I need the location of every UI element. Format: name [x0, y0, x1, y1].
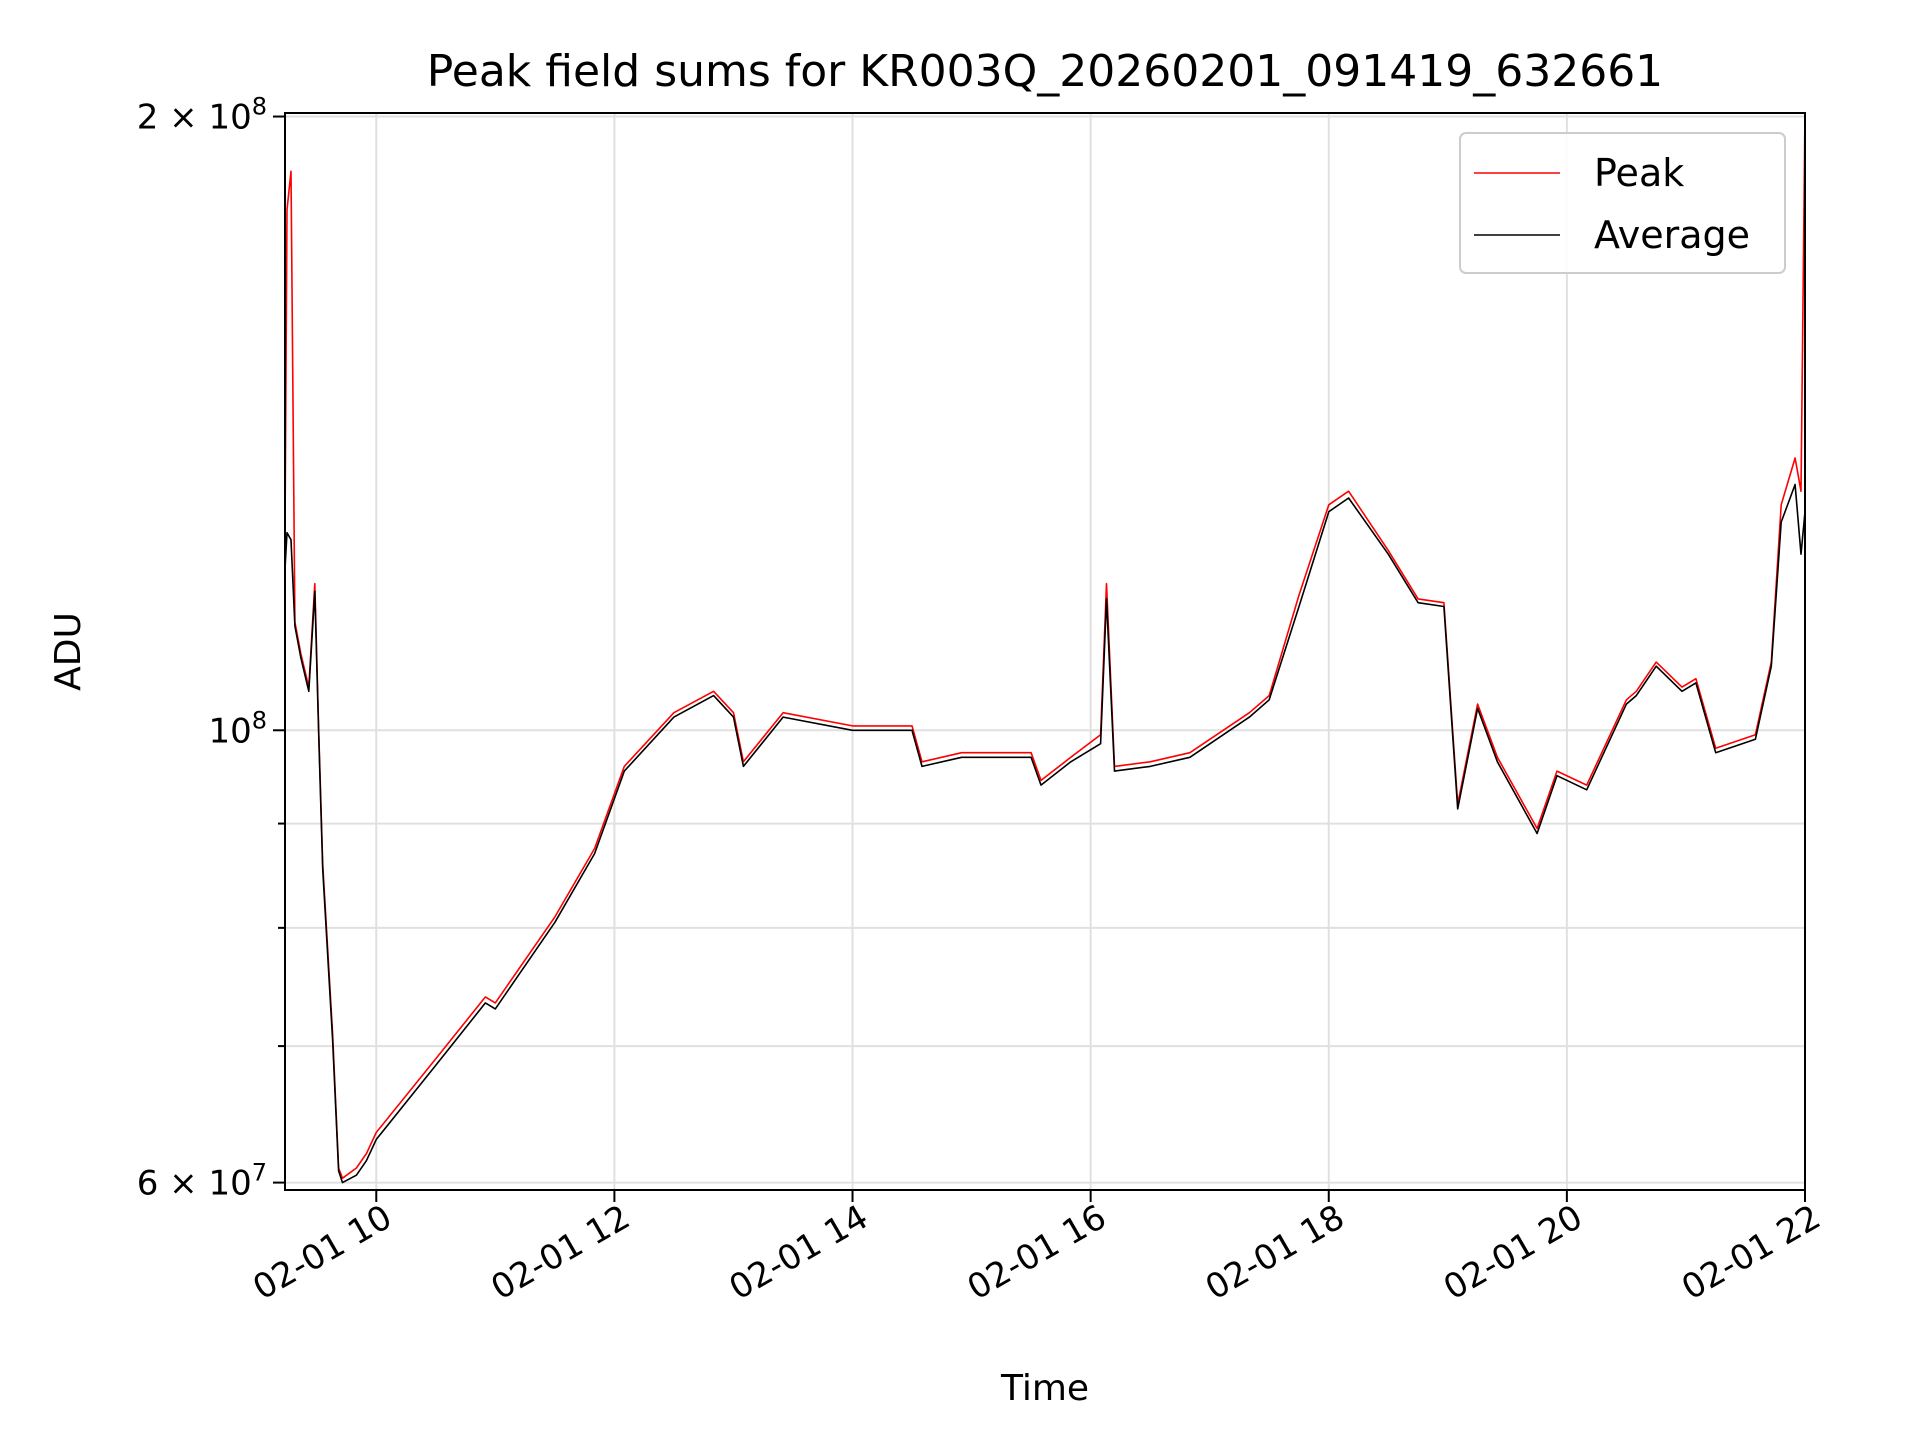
series-line-average: [284, 483, 1806, 1184]
x-axis-label: Time: [1000, 1368, 1089, 1409]
chart-title: Peak field sums for KR003Q_20260201_0914…: [427, 46, 1663, 97]
series-lines: [284, 112, 1806, 1184]
legend-label-average: Average: [1594, 213, 1750, 257]
series-line-peak: [284, 112, 1806, 1179]
y-tick-label: 108: [208, 706, 267, 751]
plot-frame: [284, 112, 1806, 1191]
legend: Peak Average: [1459, 132, 1786, 274]
y-axis-label: ADU: [48, 612, 89, 691]
legend-label-peak: Peak: [1594, 151, 1684, 195]
legend-box: [1459, 132, 1786, 274]
y-tick-label: 6 × 107: [137, 1159, 267, 1204]
grid: [285, 113, 1806, 1190]
y-tick-label: 2 × 108: [137, 93, 267, 138]
